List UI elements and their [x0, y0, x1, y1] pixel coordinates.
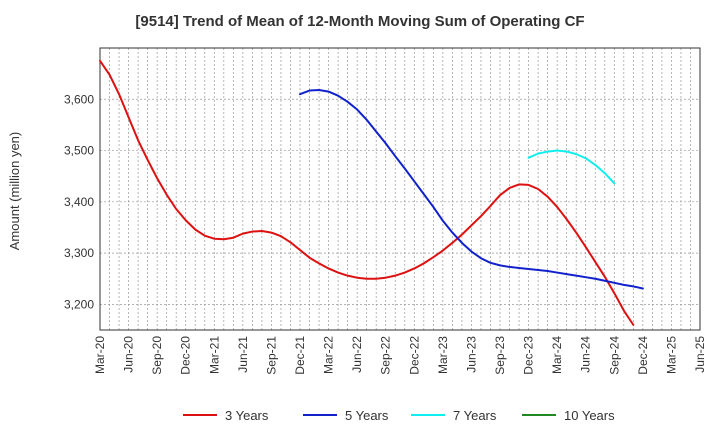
y-tick-label: 3,500 — [64, 144, 94, 158]
y-axis-label: Amount (million yen) — [7, 132, 22, 251]
legend: 3 Years 5 Years 7 Years 10 Years — [183, 408, 615, 423]
series-lines — [99, 59, 644, 326]
series-line-7-years — [527, 149, 616, 185]
x-tick-label: Sep-20 — [150, 336, 164, 375]
x-tick-label: Jun-24 — [579, 336, 593, 373]
legend-label-5-years: 5 Years — [345, 408, 389, 423]
legend-label-3-years: 3 Years — [225, 408, 269, 423]
x-tick-label: Dec-22 — [407, 336, 421, 375]
series-line-3-years — [99, 59, 635, 326]
x-tick-label: Jun-22 — [350, 336, 364, 373]
x-tick-label: Dec-20 — [179, 336, 193, 375]
x-tick-label: Dec-24 — [636, 336, 650, 375]
series-line-5-years — [299, 89, 644, 290]
y-tick-label: 3,200 — [64, 297, 94, 311]
grid-lines — [100, 48, 700, 330]
legend-label-7-years: 7 Years — [453, 408, 497, 423]
x-tick-label: Mar-22 — [322, 336, 336, 374]
x-tick-label: Mar-20 — [93, 336, 107, 374]
legend-label-10-years: 10 Years — [564, 408, 615, 423]
x-tick-label: Mar-24 — [550, 336, 564, 374]
x-tick-label: Mar-21 — [207, 336, 221, 374]
x-tick-label: Sep-23 — [493, 336, 507, 375]
x-tick-label: Jun-21 — [236, 336, 250, 373]
x-tick-label: Sep-21 — [264, 336, 278, 375]
x-tick-labels: Mar-20 Jun-20 Sep-20 Dec-20 Mar-21 Jun-21 Sep-… — [93, 336, 707, 375]
x-tick-label: Jun-25 — [693, 336, 707, 373]
chart-title: [9514] Trend of Mean of 12-Month Moving … — [135, 13, 584, 30]
x-tick-label: Mar-25 — [664, 336, 678, 374]
y-tick-label: 3,600 — [64, 92, 94, 106]
x-tick-label: Sep-24 — [607, 336, 621, 375]
y-tick-label: 3,300 — [64, 246, 94, 260]
x-tick-label: Dec-23 — [522, 336, 536, 375]
y-tick-label: 3,400 — [64, 195, 94, 209]
plot-area — [99, 47, 701, 331]
y-tick-labels: 3,200 3,300 3,400 3,500 3,600 — [64, 92, 94, 311]
x-tick-label: Jun-20 — [122, 336, 136, 373]
x-tick-label: Dec-21 — [293, 336, 307, 375]
x-tick-label: Jun-23 — [464, 336, 478, 373]
x-tick-label: Sep-22 — [379, 336, 393, 375]
x-tick-label: Mar-23 — [436, 336, 450, 374]
